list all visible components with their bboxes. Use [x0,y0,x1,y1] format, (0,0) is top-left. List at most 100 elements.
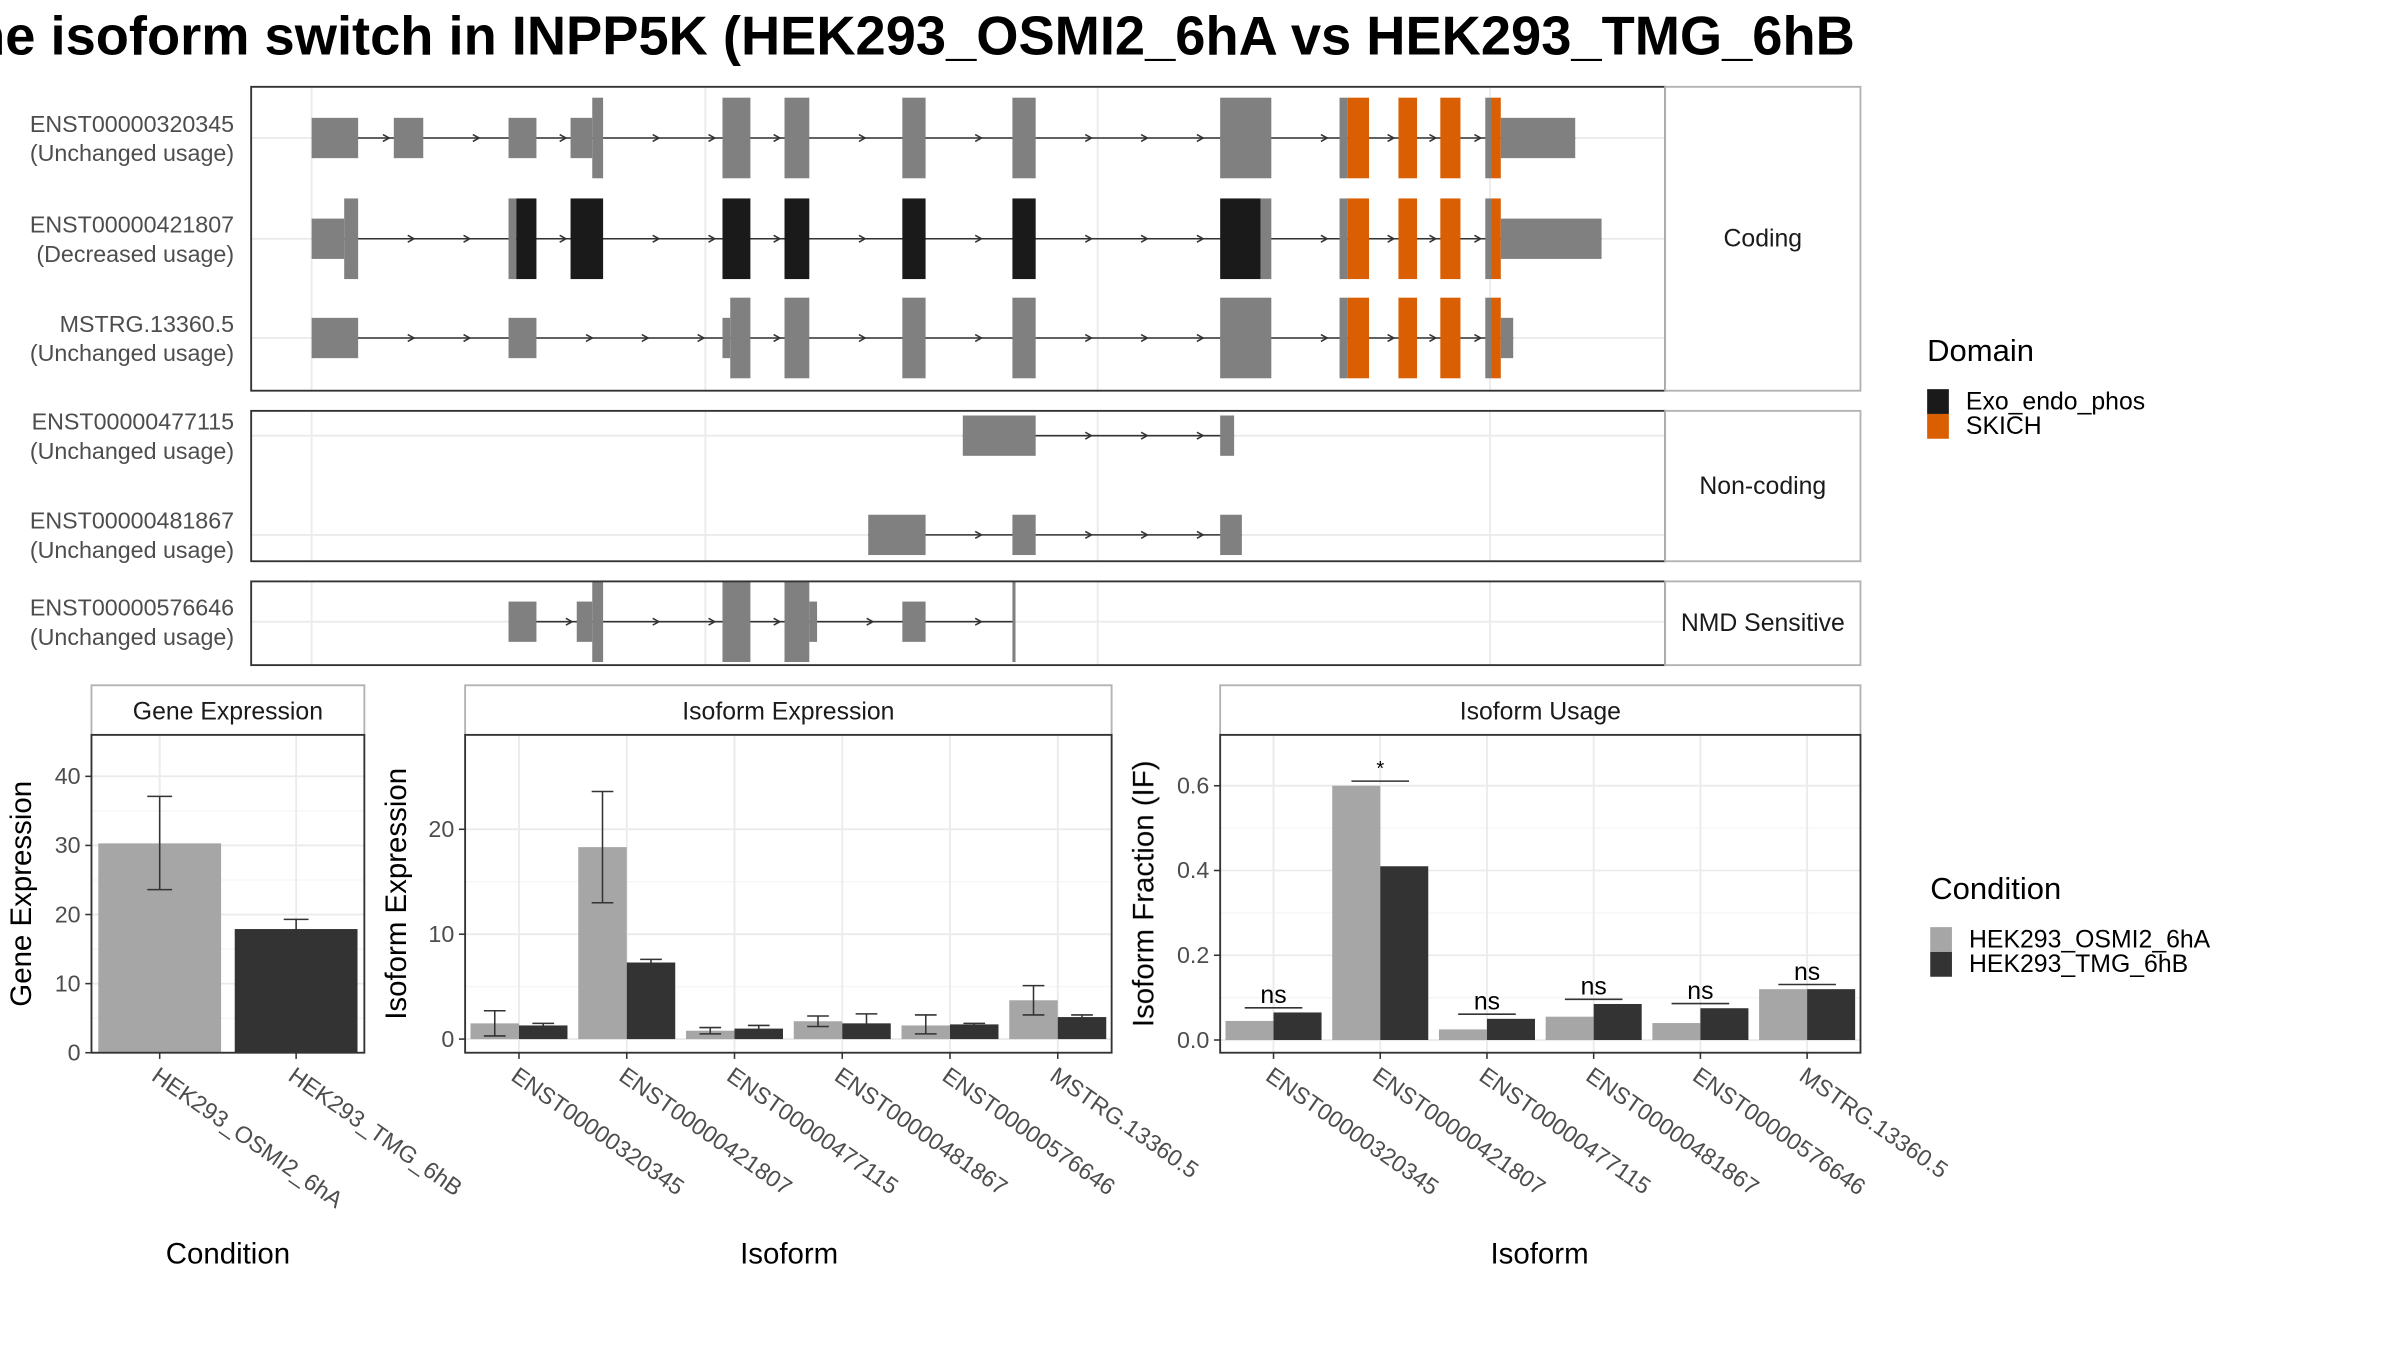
exon [722,97,751,179]
exon [344,198,359,280]
intron-arrow [652,617,661,626]
bar [1593,1003,1642,1041]
exon [902,601,926,642]
y-tick-label: 30 [55,832,81,858]
intron-arrow [1196,530,1205,539]
x-tick-label: ENST00000481867 [1582,1062,1764,1200]
exon [902,97,926,179]
intron-arrow [1140,133,1149,143]
skich-domain [1398,297,1418,379]
exon [1500,317,1514,359]
intron-arrow [652,133,661,143]
intron-arrow [407,333,416,343]
domain-legend-key [1927,389,1949,414]
y-axis-title: Gene Expression [5,781,38,1007]
exon [809,601,818,642]
exo-endo-phos-domain [784,198,810,280]
intron-arrow [1474,133,1483,143]
x-axis-title: Isoform [740,1238,838,1271]
exon [722,581,751,663]
skich-domain [1491,97,1501,179]
x-tick-label: ENST00000576646 [938,1062,1120,1200]
exon [1220,415,1235,456]
transcript-panel [251,581,1666,666]
exon [576,601,593,642]
bar [950,1024,999,1040]
bar [1807,989,1856,1041]
exon [1012,514,1036,556]
intron-arrow [974,530,984,539]
intron-arrow [1320,133,1329,143]
skich-domain [1491,297,1501,379]
exo-endo-phos-domain [1220,198,1261,280]
intron-arrow [974,234,984,243]
intron-arrow [773,333,782,343]
x-tick-label: ENST00000477115 [1475,1062,1656,1199]
exon [1485,198,1492,280]
exon [508,198,517,280]
exon [508,117,537,159]
exon [1339,297,1348,379]
intron-arrow [1084,133,1094,143]
intron-arrow [974,617,984,626]
significance-label: ns [1260,982,1286,1009]
exon [508,601,537,642]
intron-arrow [1140,333,1149,343]
y-tick-label: 0 [441,1026,454,1052]
intron-arrow [708,234,717,243]
intron-arrow [858,234,867,243]
intron-arrow [974,333,984,343]
x-tick-label: ENST00000320345 [1261,1062,1443,1200]
intron-arrow [565,617,574,626]
intron-arrow [1196,234,1205,243]
intron-arrow [708,617,717,626]
exon [508,317,537,359]
y-tick-label: 10 [55,970,81,996]
bar [1486,1018,1535,1041]
condition-legend-title: Condition [1930,871,2061,906]
y-tick-label: 20 [55,901,81,927]
intron-arrow [1084,234,1094,243]
transcript-id-label: ENST00000576646 [30,595,234,621]
transcript-id-label: ENST00000477115 [32,408,235,434]
intron-arrow [472,133,481,143]
x-axis-title: Isoform [1490,1238,1588,1271]
intron-arrow [1084,431,1094,440]
x-tick-label: ENST00000421807 [615,1062,797,1200]
significance-label: ns [1687,978,1713,1005]
exon [592,97,604,179]
y-tick-label: 0 [68,1039,81,1065]
chart-panel-border [464,733,1113,1054]
intron-arrow [1140,234,1149,243]
intron-arrow [773,234,782,243]
x-axis-title: Condition [166,1238,290,1271]
transcript-id-label: ENST00000481867 [30,508,234,534]
intron-arrow [1474,234,1483,243]
panel-strip-label: NMD Sensitive [1681,610,1845,637]
bar [234,929,358,1053]
exon [1339,198,1348,280]
bar [1273,1012,1322,1041]
bar [734,1028,783,1040]
exon [1260,198,1272,280]
exon [1500,117,1576,159]
transcript-id-label: ENST00000320345 [30,111,234,137]
skich-domain [1440,297,1461,379]
y-axis-title: Isoform Fraction (IF) [1127,761,1160,1028]
exon [311,218,345,259]
bar [1759,989,1808,1041]
bar [1438,1029,1487,1041]
transcript-usage-label: (Unchanged usage) [30,340,234,366]
exon [1012,297,1036,379]
exon [1012,97,1036,179]
exon [784,97,810,179]
intron-arrow [1196,133,1205,143]
exon [1500,218,1602,259]
bar [518,1025,568,1040]
x-tick-label: ENST00000576646 [1688,1062,1870,1200]
y-tick-label: 0.0 [1177,1027,1209,1053]
intron-arrow [697,333,706,343]
exon [592,581,604,663]
exo-endo-phos-domain [722,198,751,280]
